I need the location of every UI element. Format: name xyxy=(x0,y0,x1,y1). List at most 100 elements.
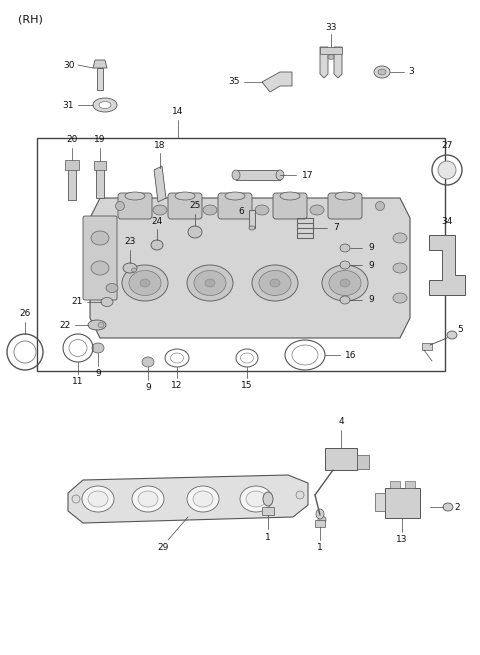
Text: 9: 9 xyxy=(145,383,151,392)
Bar xyxy=(315,520,325,527)
FancyBboxPatch shape xyxy=(83,216,117,300)
Bar xyxy=(262,507,274,515)
Text: 29: 29 xyxy=(157,542,168,552)
Ellipse shape xyxy=(72,495,80,503)
Ellipse shape xyxy=(249,226,255,230)
Bar xyxy=(37,138,445,371)
Text: 9: 9 xyxy=(368,244,374,252)
Ellipse shape xyxy=(374,66,390,78)
Ellipse shape xyxy=(375,202,384,210)
Ellipse shape xyxy=(122,265,168,301)
Polygon shape xyxy=(262,72,292,92)
Bar xyxy=(405,481,415,488)
Text: 35: 35 xyxy=(228,77,240,86)
Text: (RH): (RH) xyxy=(18,14,43,24)
Ellipse shape xyxy=(88,491,108,507)
Ellipse shape xyxy=(447,331,457,339)
Ellipse shape xyxy=(125,192,145,200)
Ellipse shape xyxy=(270,279,280,287)
Ellipse shape xyxy=(187,486,219,512)
Ellipse shape xyxy=(340,261,350,269)
Text: 1: 1 xyxy=(317,544,323,553)
Bar xyxy=(249,210,255,228)
Ellipse shape xyxy=(438,161,456,179)
Text: 16: 16 xyxy=(345,350,357,360)
Bar xyxy=(320,47,342,54)
Text: 19: 19 xyxy=(94,136,106,145)
Ellipse shape xyxy=(246,491,266,507)
FancyBboxPatch shape xyxy=(168,193,202,219)
Ellipse shape xyxy=(252,265,298,301)
Text: 5: 5 xyxy=(457,326,463,335)
Bar xyxy=(325,448,357,470)
Text: 21: 21 xyxy=(72,297,83,307)
Bar xyxy=(97,68,103,90)
Ellipse shape xyxy=(140,279,150,287)
Ellipse shape xyxy=(443,503,453,511)
Ellipse shape xyxy=(259,271,291,295)
Ellipse shape xyxy=(296,491,304,499)
Text: 30: 30 xyxy=(63,60,75,69)
Ellipse shape xyxy=(335,192,355,200)
Text: 4: 4 xyxy=(338,417,344,426)
Polygon shape xyxy=(90,198,410,338)
Ellipse shape xyxy=(263,492,273,506)
Ellipse shape xyxy=(92,343,104,353)
FancyBboxPatch shape xyxy=(273,193,307,219)
FancyBboxPatch shape xyxy=(118,193,152,219)
Ellipse shape xyxy=(123,263,137,273)
Text: 11: 11 xyxy=(72,377,84,386)
Bar xyxy=(375,493,385,511)
Polygon shape xyxy=(68,475,308,523)
Polygon shape xyxy=(320,47,328,78)
Ellipse shape xyxy=(318,516,326,524)
Ellipse shape xyxy=(116,202,124,210)
Ellipse shape xyxy=(99,102,111,109)
Text: 33: 33 xyxy=(325,24,337,33)
Ellipse shape xyxy=(276,170,284,180)
Ellipse shape xyxy=(138,491,158,507)
Ellipse shape xyxy=(129,271,161,295)
Bar xyxy=(390,481,400,488)
Text: 9: 9 xyxy=(368,295,374,305)
Ellipse shape xyxy=(340,296,350,304)
Text: 17: 17 xyxy=(302,170,313,179)
Text: 13: 13 xyxy=(396,536,408,544)
Text: 26: 26 xyxy=(19,310,31,318)
FancyBboxPatch shape xyxy=(218,193,252,219)
Ellipse shape xyxy=(322,265,368,301)
Text: 18: 18 xyxy=(154,141,166,149)
Text: 20: 20 xyxy=(66,136,78,145)
Ellipse shape xyxy=(310,205,324,215)
Ellipse shape xyxy=(328,54,334,60)
Text: 9: 9 xyxy=(368,261,374,269)
Bar xyxy=(357,455,369,469)
Text: 9: 9 xyxy=(95,369,101,379)
Ellipse shape xyxy=(151,240,163,250)
Text: 3: 3 xyxy=(408,67,414,77)
Ellipse shape xyxy=(232,170,240,180)
Ellipse shape xyxy=(175,192,195,200)
Bar xyxy=(236,170,280,180)
Text: 7: 7 xyxy=(333,223,339,233)
Text: 6: 6 xyxy=(238,206,244,215)
Ellipse shape xyxy=(378,69,386,75)
Ellipse shape xyxy=(153,205,167,215)
Text: 27: 27 xyxy=(441,141,453,151)
Ellipse shape xyxy=(132,268,136,272)
Bar xyxy=(68,168,76,200)
Text: 15: 15 xyxy=(241,381,253,390)
Ellipse shape xyxy=(193,491,213,507)
Ellipse shape xyxy=(142,357,154,367)
Text: 34: 34 xyxy=(441,217,453,225)
Ellipse shape xyxy=(88,320,106,330)
Text: 2: 2 xyxy=(454,502,460,512)
Ellipse shape xyxy=(329,271,361,295)
Ellipse shape xyxy=(188,226,202,238)
Ellipse shape xyxy=(101,297,113,307)
Ellipse shape xyxy=(255,205,269,215)
Ellipse shape xyxy=(340,279,350,287)
Text: 14: 14 xyxy=(172,107,184,117)
Text: 1: 1 xyxy=(265,533,271,542)
FancyBboxPatch shape xyxy=(328,193,362,219)
